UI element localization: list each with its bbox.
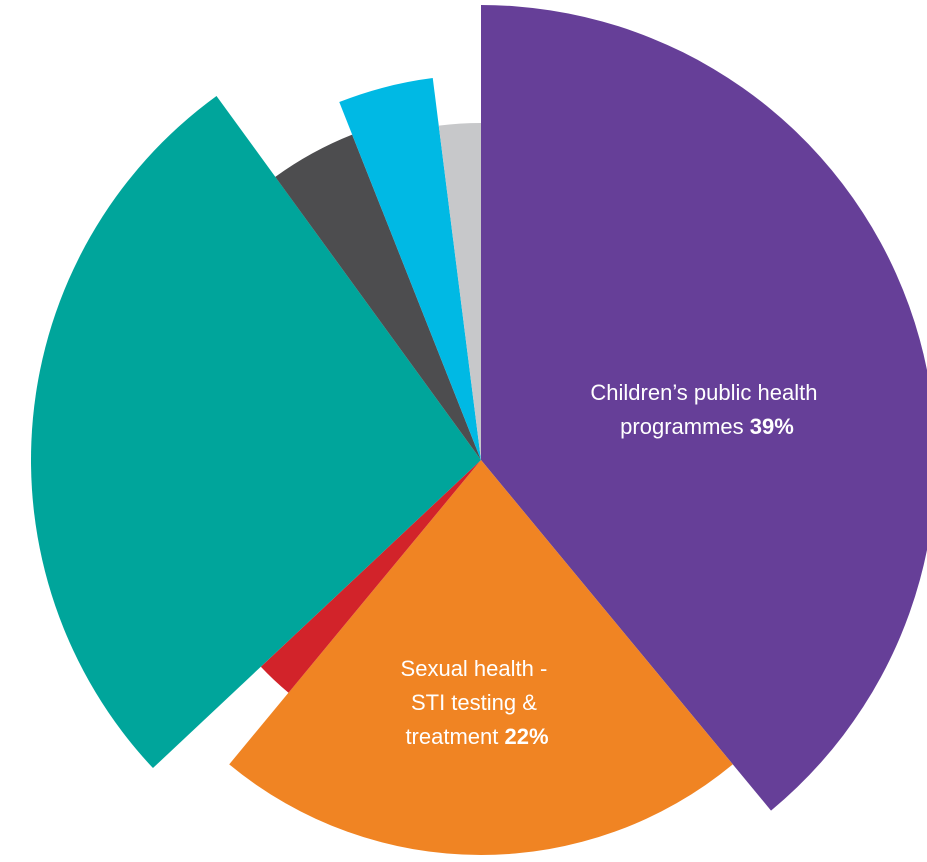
slices-group <box>30 5 927 855</box>
slice-label-line: Children’s public health <box>590 380 817 405</box>
pie-slice-6 <box>339 78 481 460</box>
slice-label-line: STI testing & <box>411 690 537 715</box>
slice-label-sexual-health: Sexual health - STI testing & treatment … <box>401 656 554 749</box>
pie-slice-1 <box>481 5 927 811</box>
pie-slice-3 <box>260 460 481 693</box>
slice-label-line: treatment <box>405 724 498 749</box>
slice-label-line: Sexual health - <box>401 656 548 681</box>
pie-slice-5 <box>275 134 481 460</box>
slice-label-percent: 22% <box>505 724 549 749</box>
pie-slice-2 <box>229 460 733 855</box>
pie-slice-7 <box>438 123 481 460</box>
slice-label-percent: 39% <box>750 414 794 439</box>
pie-slice-4 <box>30 95 481 769</box>
slice-label-childrens-programmes: Children’s public health programmes 39% <box>590 380 823 439</box>
slice-label-line: programmes <box>620 414 743 439</box>
